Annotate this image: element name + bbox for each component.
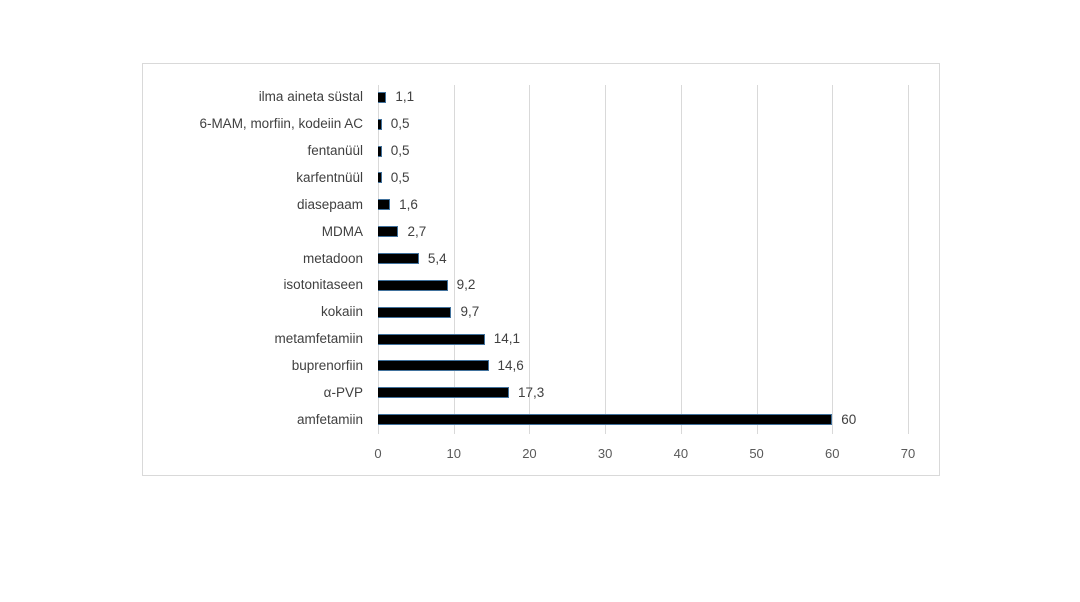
category-label: amfetamiin (296, 411, 363, 427)
gridline-x-10 (453, 85, 455, 434)
bar-buprenorfiin[interactable] (378, 360, 489, 372)
x-tick-label: 10 (446, 446, 461, 461)
x-tick-label: 70 (900, 446, 916, 461)
bar-karfentnüül[interactable] (378, 172, 382, 184)
category-label: ilma aineta süstal (258, 89, 363, 105)
value-label: 14,1 (493, 331, 521, 347)
value-label: 9,7 (460, 304, 480, 320)
category-label: kokaiin (320, 304, 363, 320)
value-label: 1,6 (399, 196, 418, 212)
category-label: isotonitaseen (283, 277, 363, 293)
value-label: 1,1 (395, 89, 415, 105)
bar-ilma aineta süstal[interactable] (378, 91, 387, 103)
bar-isotonitaseen[interactable] (378, 279, 448, 291)
gridline-x-20 (529, 85, 531, 434)
bar-amfetamiin[interactable] (378, 414, 833, 426)
value-label: 5,4 (427, 250, 447, 266)
gridline-x-40 (680, 85, 682, 434)
bar-fentanüül[interactable] (378, 145, 382, 157)
gridline-x-50 (756, 85, 758, 434)
x-tick-label: 50 (749, 446, 764, 461)
bar-chart: ilma aineta süstal 1,1 6-MAM, morfiin, kod… (142, 63, 940, 476)
x-tick-label: 20 (522, 446, 537, 461)
value-label: 17,3 (517, 384, 545, 400)
gridline-x-70 (908, 85, 909, 434)
bar-MDMA[interactable] (378, 226, 399, 238)
category-label: α-PVP (323, 384, 363, 400)
category-label: diasepaam (296, 196, 363, 212)
value-label: 14,6 (497, 357, 524, 373)
x-tick-label: 30 (597, 446, 613, 461)
category-label: MDMA (321, 223, 363, 239)
bar-metamfetamiin[interactable] (378, 333, 485, 345)
bar-6-MAM, morfiin, kodeiin AC[interactable] (378, 118, 382, 130)
bar-α-PVP[interactable] (378, 387, 509, 399)
bar-diasepaam[interactable] (378, 199, 391, 211)
x-tick-label: 0 (374, 446, 382, 461)
value-label: 0,5 (390, 143, 410, 159)
bar-kokaiin[interactable] (378, 306, 452, 318)
x-tick-label: 60 (825, 446, 840, 461)
category-label: buprenorfiin (291, 357, 363, 373)
value-label: 2,7 (407, 223, 427, 239)
category-label: 6-MAM, morfiin, kodeiin AC (199, 116, 363, 132)
gridline-x-30 (605, 85, 607, 434)
value-label: 60 (841, 411, 857, 427)
category-label: metadoon (302, 250, 363, 266)
bar-metadoon[interactable] (378, 253, 419, 264)
category-label: karfentnüül (296, 169, 363, 185)
gridline-x-60 (832, 85, 834, 434)
x-tick-label: 40 (673, 446, 689, 461)
value-label: 9,2 (456, 277, 476, 293)
category-label: fentanüül (307, 143, 363, 159)
value-label: 0,5 (390, 116, 410, 132)
category-label: metamfetamiin (274, 331, 363, 347)
value-label: 0,5 (390, 169, 410, 185)
